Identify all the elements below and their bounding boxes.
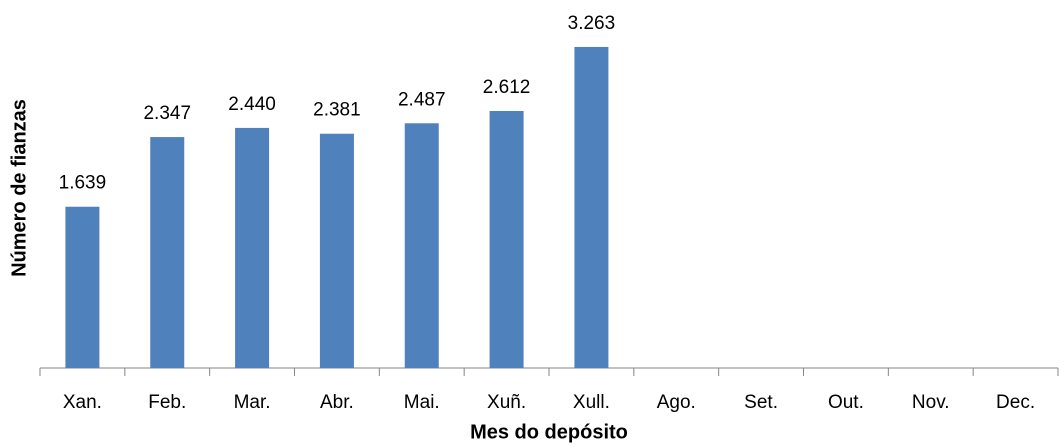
value-label: 3.263 <box>568 13 616 34</box>
x-tick-label: Out. <box>828 392 864 413</box>
value-label: 2.347 <box>143 103 191 124</box>
x-tick-label: Ago. <box>657 392 696 413</box>
value-label: 2.381 <box>313 100 361 121</box>
y-axis-title: Número de fianzas <box>8 99 30 277</box>
value-label: 2.440 <box>228 94 276 115</box>
bar <box>65 206 100 368</box>
bar <box>574 46 609 369</box>
x-tick-label: Abr. <box>320 392 354 413</box>
value-label: 2.612 <box>483 77 531 98</box>
x-tick-label: Mai. <box>404 392 440 413</box>
x-tick-label: Dec. <box>996 392 1035 413</box>
x-tick-label: Xan. <box>63 392 102 413</box>
x-tick-label: Feb. <box>148 392 186 413</box>
bar <box>235 127 270 369</box>
x-tick-label: Mar. <box>234 392 271 413</box>
x-tick-label: Set. <box>744 392 778 413</box>
bar <box>489 110 524 369</box>
bar <box>319 133 354 368</box>
bar <box>404 123 439 368</box>
x-tick-label: Nov. <box>912 392 950 413</box>
x-axis-title: Mes do depósito <box>470 421 628 443</box>
bar <box>150 137 185 368</box>
x-tick-label: Xull. <box>573 392 610 413</box>
x-tick-label: Xuñ. <box>487 392 526 413</box>
value-label: 1.639 <box>59 173 107 194</box>
value-label: 2.487 <box>398 89 446 110</box>
